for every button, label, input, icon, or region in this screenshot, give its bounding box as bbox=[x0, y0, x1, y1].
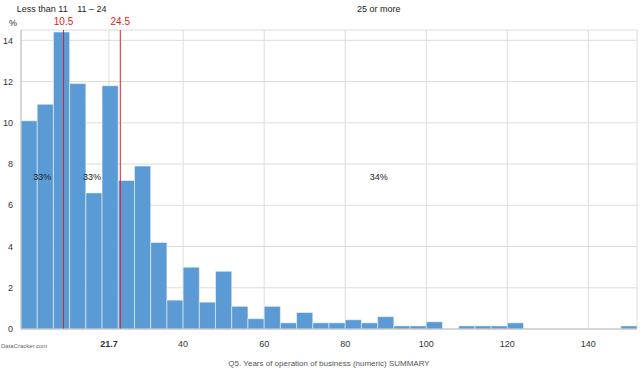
svg-text:21.7: 21.7 bbox=[100, 339, 118, 349]
svg-text:34%: 34% bbox=[370, 172, 388, 182]
svg-text:33%: 33% bbox=[83, 172, 101, 182]
svg-text:12: 12 bbox=[8, 77, 13, 87]
svg-text:140: 140 bbox=[581, 339, 596, 349]
svg-text:11 – 24: 11 – 24 bbox=[77, 4, 106, 14]
svg-text:Less than 11: Less than 11 bbox=[17, 4, 68, 14]
svg-text:120: 120 bbox=[500, 339, 515, 349]
svg-text:33%: 33% bbox=[33, 172, 51, 182]
svg-text:10.5: 10.5 bbox=[54, 16, 74, 27]
svg-text:60: 60 bbox=[259, 339, 269, 349]
svg-text:4: 4 bbox=[8, 242, 13, 252]
svg-text:10: 10 bbox=[8, 118, 13, 128]
svg-text:25 or more: 25 or more bbox=[357, 4, 401, 14]
svg-text:40: 40 bbox=[178, 339, 188, 349]
svg-text:0: 0 bbox=[8, 324, 13, 334]
svg-text:Q5. Years of operation of busi: Q5. Years of operation of business (nume… bbox=[228, 359, 430, 368]
svg-text:24.5: 24.5 bbox=[111, 16, 131, 27]
svg-text:8: 8 bbox=[8, 159, 13, 169]
svg-text:100: 100 bbox=[419, 339, 434, 349]
svg-text:80: 80 bbox=[340, 339, 350, 349]
svg-text:2: 2 bbox=[8, 283, 13, 293]
svg-text:6: 6 bbox=[8, 200, 13, 210]
svg-text:14: 14 bbox=[8, 36, 13, 46]
html-text:DataCracker.com: DataCracker.com bbox=[1, 343, 48, 349]
